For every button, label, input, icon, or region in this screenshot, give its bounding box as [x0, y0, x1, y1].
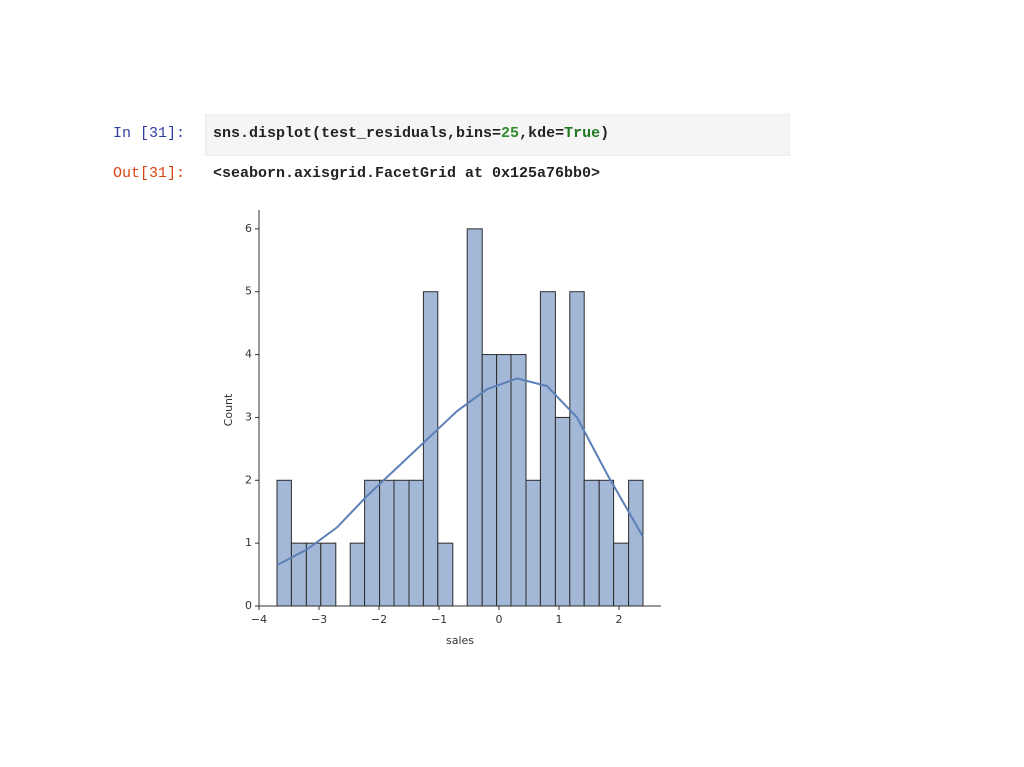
- input-prompt: In [31]:: [113, 125, 186, 142]
- code-cell[interactable]: [205, 114, 790, 156]
- kde-line: [276, 377, 644, 567]
- output-prompt: Out[31]:: [113, 165, 186, 182]
- histogram-bar: [554, 416, 571, 607]
- histogram-bar: [510, 354, 527, 607]
- y-tick-label: 3: [245, 410, 252, 423]
- y-tick-label: 0: [245, 599, 252, 612]
- code: sns.displot(test_residuals,bins=25,kde=T…: [213, 125, 609, 142]
- histogram-bar: [349, 542, 366, 607]
- y-axis-label: Count: [222, 393, 235, 426]
- x-tick-label: 0: [496, 613, 503, 626]
- y-tick-label: 2: [245, 473, 252, 486]
- histogram-bar: [379, 479, 395, 607]
- output-text: <seaborn.axisgrid.FacetGrid at 0x125a76b…: [213, 165, 601, 182]
- histogram-bar: [496, 354, 512, 607]
- histogram-bar: [305, 542, 322, 607]
- histogram-bar: [408, 479, 424, 607]
- histogram-bar: [539, 291, 556, 607]
- histogram-bar: [422, 291, 439, 607]
- x-tick-label: 1: [556, 613, 563, 626]
- x-tick-label: −2: [371, 613, 387, 626]
- code-token: ): [600, 125, 610, 142]
- code-token: ,kde=: [519, 125, 565, 142]
- x-tick-label: −3: [311, 613, 327, 626]
- code-token: sns.displot(test_residuals,bins=: [213, 125, 502, 142]
- histogram-bar: [393, 479, 410, 607]
- histogram-bar: [320, 542, 337, 607]
- x-tick-label: −1: [431, 613, 447, 626]
- histogram-bar: [613, 542, 630, 607]
- x-axis-label: sales: [446, 634, 474, 647]
- histogram-bar: [628, 479, 644, 607]
- histogram-bar: [276, 479, 292, 607]
- histogram-bar: [364, 479, 381, 607]
- histogram-bar: [598, 479, 615, 607]
- histogram-bar: [466, 228, 483, 607]
- y-tick-label: 1: [245, 536, 252, 549]
- x-tick-label: −4: [251, 613, 267, 626]
- histogram-bar: [525, 479, 541, 607]
- y-tick-label: 6: [245, 222, 252, 235]
- y-tick-label: 5: [245, 285, 252, 298]
- histogram-bar: [437, 542, 454, 607]
- code-token: True: [564, 125, 601, 142]
- histogram-bar: [583, 479, 600, 607]
- x-tick-label: 2: [616, 613, 623, 626]
- code-token: 25: [501, 125, 520, 142]
- histogram-bar: [569, 291, 585, 607]
- y-tick-label: 4: [245, 348, 252, 361]
